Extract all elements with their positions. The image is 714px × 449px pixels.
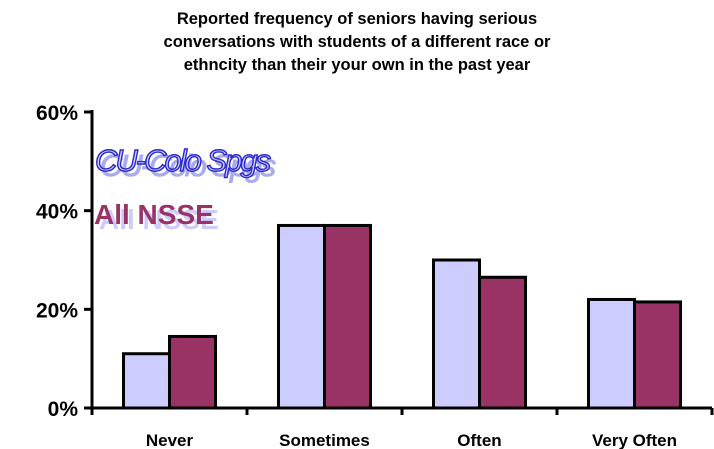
bar-series-2	[323, 223, 372, 410]
x-category-label: Very Often	[592, 431, 677, 449]
chart-title: Reported frequency of seniors having ser…	[0, 8, 714, 77]
bar-series-1	[122, 352, 171, 410]
bar-series-2	[168, 334, 217, 410]
y-tick-label: 40%	[36, 201, 78, 224]
x-category-label: Sometimes	[279, 431, 370, 449]
legend-shadow-series-1: CU-Colo Spgs	[100, 148, 276, 183]
chart-title-line-2: conversations with students of a differe…	[163, 33, 551, 51]
legend-shadow-series-2: All NSSE	[99, 204, 219, 235]
bar-series-1	[432, 258, 481, 410]
legend-label-series-1: CU-Colo Spgs	[95, 143, 271, 178]
x-category-label: Never	[146, 431, 194, 449]
y-tick-label: 0%	[48, 398, 79, 421]
chart-bars	[122, 223, 682, 410]
bar-series-1	[587, 297, 636, 410]
chart-labels: 0% 20% 40% 60% Never Sometimes Often Very Often	[36, 102, 677, 449]
y-tick-label: 60%	[36, 102, 78, 125]
x-category-label: Often	[457, 431, 501, 449]
bar-series-2	[478, 275, 527, 410]
chart-title-line-1: Reported frequency of seniors having ser…	[176, 10, 538, 28]
legend-label-series-2: All NSSE	[94, 199, 214, 230]
y-tick-label: 20%	[36, 299, 78, 322]
bar-series-1	[277, 223, 326, 410]
bar-series-2	[633, 300, 682, 410]
chart-title-line-3: ethncity than their your own in the past…	[183, 56, 531, 74]
